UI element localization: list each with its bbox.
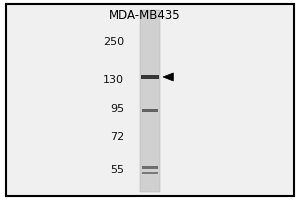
- Polygon shape: [163, 73, 173, 81]
- Bar: [141, 75, 159, 79]
- Bar: [142, 166, 158, 169]
- Text: 55: 55: [110, 165, 124, 175]
- Text: 250: 250: [103, 37, 124, 47]
- Text: MDA-MB435: MDA-MB435: [108, 9, 180, 22]
- Text: 72: 72: [110, 132, 124, 142]
- Text: 95: 95: [110, 104, 124, 114]
- Bar: [142, 109, 158, 112]
- Bar: [140, 10, 160, 192]
- Text: 130: 130: [103, 75, 124, 85]
- Bar: [142, 172, 158, 174]
